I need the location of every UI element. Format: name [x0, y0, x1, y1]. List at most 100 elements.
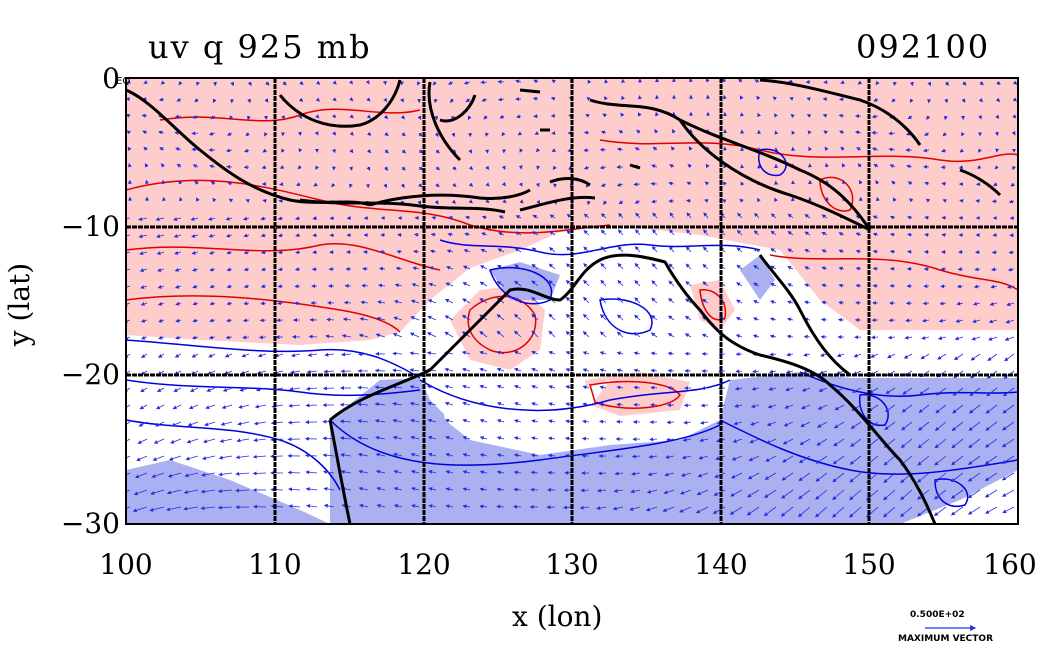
wind-vector [937, 336, 947, 341]
wind-vector [737, 212, 743, 219]
wind-vector [205, 404, 216, 410]
wind-vector [787, 300, 794, 305]
wind-vector [485, 165, 490, 171]
wind-vector [226, 132, 233, 136]
wind-vector [384, 149, 389, 154]
wind-vector [631, 454, 641, 459]
wind-vector [479, 384, 488, 389]
wind-vector [951, 438, 964, 449]
wind-vector [278, 250, 284, 255]
negative-moisture-region-s [330, 372, 1018, 524]
wind-vector [158, 97, 165, 102]
wind-vector [876, 196, 880, 202]
wind-vector [411, 283, 420, 287]
wind-vector [927, 81, 932, 87]
wind-vector [1006, 302, 1015, 307]
wind-vector [140, 301, 148, 306]
wind-vector [461, 314, 471, 321]
wind-vector [532, 214, 539, 219]
wind-vector [339, 436, 352, 441]
wind-vector [462, 435, 471, 440]
wind-vector [374, 385, 386, 390]
wind-vector [325, 334, 335, 339]
wind-vector [994, 165, 999, 170]
wind-vector [872, 232, 879, 237]
wind-vector [821, 266, 828, 271]
wind-vector [375, 333, 386, 338]
wind-vector [468, 182, 474, 187]
wind-vector [856, 147, 862, 151]
wind-vector [265, 81, 270, 86]
wind-vector [954, 336, 964, 341]
wind-vector [757, 112, 762, 118]
wind-vector [654, 129, 659, 134]
wind-vector [634, 280, 641, 287]
wind-vector [907, 215, 913, 220]
wind-vector [143, 146, 148, 151]
wind-vector [298, 114, 303, 120]
wind-vector [237, 421, 250, 426]
wind-vector [772, 96, 777, 101]
wind-vector [836, 353, 845, 358]
wind-vector [722, 94, 727, 100]
wind-vector [600, 130, 607, 135]
wind-vector [461, 367, 471, 372]
wind-vector [566, 246, 573, 253]
wind-vector [517, 131, 523, 136]
wind-vector [396, 249, 403, 254]
wind-vector [244, 148, 250, 153]
wind-vector [739, 95, 744, 100]
wind-vector [331, 148, 336, 154]
wind-vector [497, 97, 505, 102]
wind-vector [722, 199, 727, 204]
wind-vector [667, 351, 675, 356]
wind-vector [137, 438, 148, 444]
wind-vector [940, 165, 947, 170]
wind-vector [245, 199, 250, 203]
wind-vector [1012, 114, 1017, 119]
wind-vector [462, 401, 471, 406]
wind-vector [314, 131, 319, 136]
wind-vector [888, 318, 896, 323]
wind-vector [243, 233, 250, 238]
wind-vector [995, 97, 1001, 102]
wind-vector [633, 385, 641, 390]
wind-vector [587, 79, 592, 84]
wind-vector [409, 332, 420, 338]
wind-vector [435, 183, 440, 188]
wind-vector [901, 421, 913, 431]
wind-vector [515, 215, 522, 219]
wind-vector [668, 246, 675, 253]
wind-vector [144, 162, 149, 168]
wind-vector [872, 266, 879, 271]
wind-vector [671, 128, 676, 134]
wind-vector [872, 215, 879, 220]
wind-vector [1004, 353, 1015, 362]
wind-vector [531, 313, 539, 321]
wind-vector [920, 353, 930, 360]
wind-vector [548, 436, 556, 441]
wind-vector [838, 266, 845, 271]
wind-vector [787, 231, 794, 236]
wind-vector [277, 301, 284, 306]
wind-vector [941, 215, 947, 220]
wind-vector [821, 283, 828, 288]
wind-vector [668, 297, 675, 304]
wind-vector [582, 331, 590, 338]
wind-vector [907, 115, 913, 120]
x-axis-label: x (lon) [512, 600, 603, 633]
wind-vector [225, 216, 233, 221]
wind-vector [1004, 336, 1015, 341]
wind-vector [479, 298, 488, 304]
wind-vector [393, 299, 403, 304]
wind-vector [600, 262, 607, 270]
wind-vector [202, 438, 216, 444]
wind-vector [953, 353, 964, 361]
wind-vector [418, 149, 424, 154]
wind-vector [834, 404, 845, 411]
wind-vector [548, 385, 556, 389]
wind-vector [189, 387, 199, 392]
x-tick-130: 130 [545, 548, 599, 581]
wind-vector [942, 132, 947, 137]
wind-vector [126, 335, 131, 340]
